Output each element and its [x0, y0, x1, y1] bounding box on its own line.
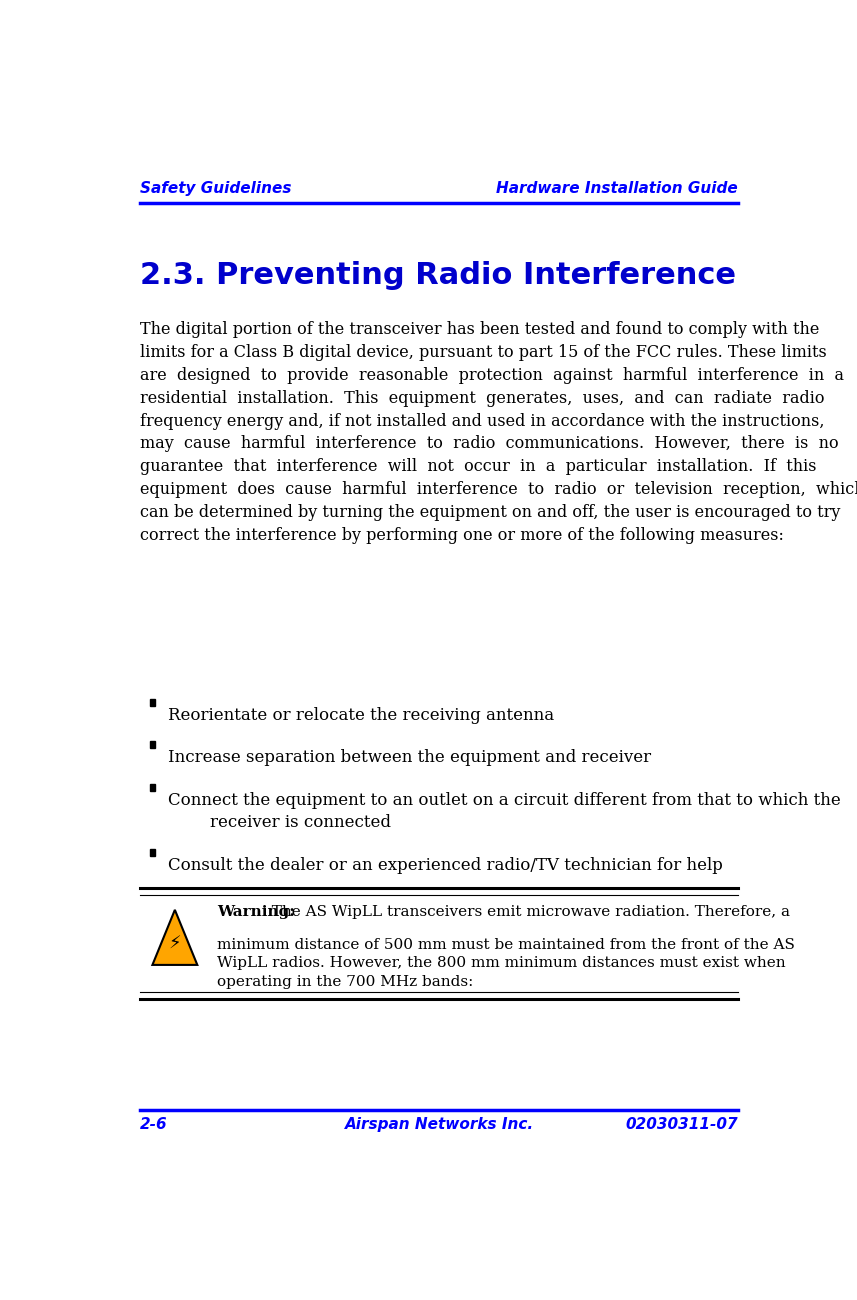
Text: Warning:: Warning:	[217, 905, 295, 919]
Text: ⚡: ⚡	[169, 935, 181, 953]
FancyBboxPatch shape	[150, 849, 155, 855]
Text: Reorientate or relocate the receiving antenna: Reorientate or relocate the receiving an…	[168, 707, 554, 724]
Text: 02030311-07: 02030311-07	[626, 1117, 738, 1132]
Text: Increase separation between the equipment and receiver: Increase separation between the equipmen…	[168, 749, 651, 766]
FancyBboxPatch shape	[150, 741, 155, 747]
Text: minimum distance of 500 mm must be maintained from the front of the AS
WipLL rad: minimum distance of 500 mm must be maint…	[217, 937, 794, 988]
Text: Airspan Networks Inc.: Airspan Networks Inc.	[345, 1117, 534, 1132]
Text: 2.3. Preventing Radio Interference: 2.3. Preventing Radio Interference	[141, 261, 736, 290]
Text: The digital portion of the transceiver has been tested and found to comply with : The digital portion of the transceiver h…	[141, 321, 857, 543]
Text: 2-6: 2-6	[141, 1117, 168, 1132]
Text: Connect the equipment to an outlet on a circuit different from that to which the: Connect the equipment to an outlet on a …	[168, 792, 841, 831]
Text: Safety Guidelines: Safety Guidelines	[141, 181, 292, 196]
Text: Consult the dealer or an experienced radio/TV technician for help: Consult the dealer or an experienced rad…	[168, 857, 723, 874]
Polygon shape	[153, 910, 197, 965]
Text: The AS WipLL transceivers emit microwave radiation. Therefore, a: The AS WipLL transceivers emit microwave…	[262, 905, 790, 919]
FancyBboxPatch shape	[150, 784, 155, 790]
Text: Hardware Installation Guide: Hardware Installation Guide	[496, 181, 738, 196]
FancyBboxPatch shape	[150, 699, 155, 706]
